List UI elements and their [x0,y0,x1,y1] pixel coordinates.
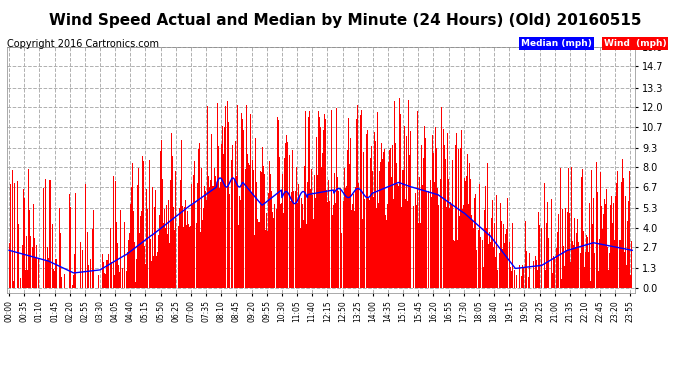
Text: Wind Speed Actual and Median by Minute (24 Hours) (Old) 20160515: Wind Speed Actual and Median by Minute (… [49,13,641,28]
Text: Copyright 2016 Cartronics.com: Copyright 2016 Cartronics.com [7,39,159,50]
Text: Wind  (mph): Wind (mph) [604,39,667,48]
Text: Median (mph): Median (mph) [521,39,592,48]
